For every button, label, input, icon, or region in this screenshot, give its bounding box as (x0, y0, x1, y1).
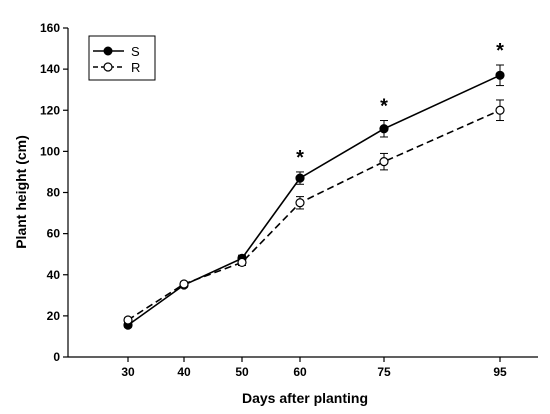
legend-marker-r (103, 62, 113, 72)
annotations: * * * (296, 40, 504, 169)
legend-box (88, 35, 156, 81)
x-tick-label: 95 (493, 365, 507, 379)
data-point-r (179, 279, 189, 289)
y-tick-label: 0 (53, 350, 60, 364)
x-axis-ticks: 30 40 50 60 75 95 (121, 357, 507, 379)
series-layer (123, 64, 505, 330)
data-point-s (295, 173, 305, 183)
y-axis-ticks: 0 20 40 60 80 100 120 140 160 (40, 21, 68, 364)
y-tick-label: 40 (47, 268, 61, 282)
y-tick-label: 160 (40, 21, 60, 35)
data-point-s (495, 70, 505, 80)
series-r (123, 99, 505, 325)
x-tick-label: 40 (177, 365, 191, 379)
significance-marker: * (296, 147, 304, 169)
legend-label-s: S (131, 44, 140, 59)
legend-label-r: R (131, 60, 140, 75)
x-axis-title: Days after planting (242, 390, 368, 406)
data-point-r (237, 257, 247, 268)
y-tick-label: 20 (47, 309, 61, 323)
y-tick-label: 120 (40, 103, 60, 117)
data-point-s (379, 124, 389, 134)
data-point-r (379, 157, 389, 167)
series-line-r (127, 109, 501, 321)
data-point-r (123, 315, 133, 325)
series-line-s (127, 74, 501, 326)
y-tick-label: 80 (47, 186, 61, 200)
data-point-r (295, 198, 305, 208)
y-tick-label: 60 (47, 227, 61, 241)
x-tick-label: 30 (121, 365, 135, 379)
y-tick-label: 140 (40, 62, 60, 76)
x-tick-label: 75 (377, 365, 391, 379)
legend-marker-s (103, 46, 113, 56)
y-axis-title: Plant height (cm) (13, 135, 29, 249)
x-tick-label: 50 (235, 365, 249, 379)
significance-marker: * (380, 96, 388, 118)
data-point-r (495, 105, 505, 115)
x-tick-label: 60 (293, 365, 307, 379)
series-s (123, 64, 505, 330)
legend: S R (88, 35, 156, 81)
y-tick-label: 100 (40, 144, 60, 158)
significance-marker: * (496, 40, 504, 62)
